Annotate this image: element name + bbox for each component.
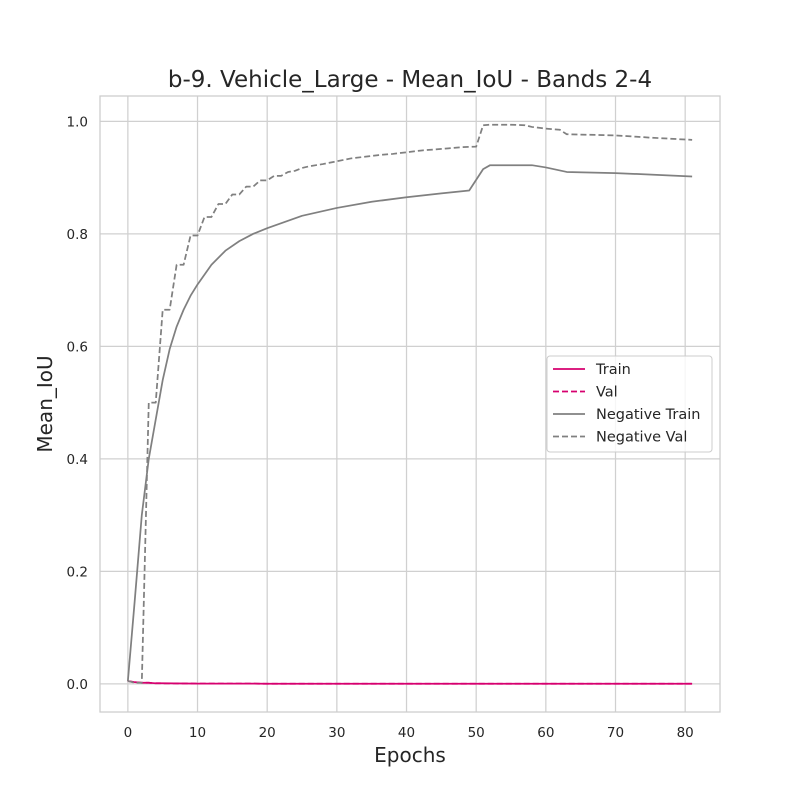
x-tick-label: 20: [259, 725, 276, 741]
x-tick-label: 40: [398, 725, 415, 741]
y-tick-label: 1.0: [67, 114, 88, 130]
chart-title: b-9. Vehicle_Large - Mean_IoU - Bands 2-…: [168, 67, 652, 93]
tick-labels: 0 10 20 30 40 50 60 70 80 0.0 0.2 0.4 0.6 0.8 1.0: [67, 114, 694, 741]
legend-label-negative-val: Negative Val: [596, 430, 687, 446]
x-tick-label: 50: [468, 725, 485, 741]
x-tick-label: 10: [189, 725, 206, 741]
series-line-negative-val: [127, 123, 693, 684]
y-tick-label: 0.4: [67, 452, 88, 468]
x-tick-label: 0: [124, 725, 133, 741]
legend-box: [546, 355, 713, 453]
y-tick-label: 0.6: [67, 339, 88, 355]
series-lines: [126, 123, 693, 685]
x-tick-label: 70: [607, 725, 624, 741]
x-tick-label: 30: [328, 725, 345, 741]
legend-label-train: Train: [595, 362, 631, 378]
y-tick-label: 0.8: [67, 227, 88, 243]
legend: Train Val Negative Train Negative Val: [546, 355, 713, 453]
y-tick-label: 0.2: [67, 564, 88, 580]
legend-label-val: Val: [596, 385, 618, 401]
legend-label-negative-train: Negative Train: [596, 407, 700, 423]
y-tick-label: 0.0: [67, 677, 88, 693]
plot-frame: [99, 95, 721, 713]
x-tick-label: 80: [677, 725, 694, 741]
series-line-negative-train: [126, 164, 693, 682]
x-axis-title: Epochs: [374, 743, 446, 767]
y-axis-title: Mean_IoU: [33, 355, 57, 452]
series-line-val: [127, 680, 693, 685]
x-tick-label: 60: [537, 725, 554, 741]
